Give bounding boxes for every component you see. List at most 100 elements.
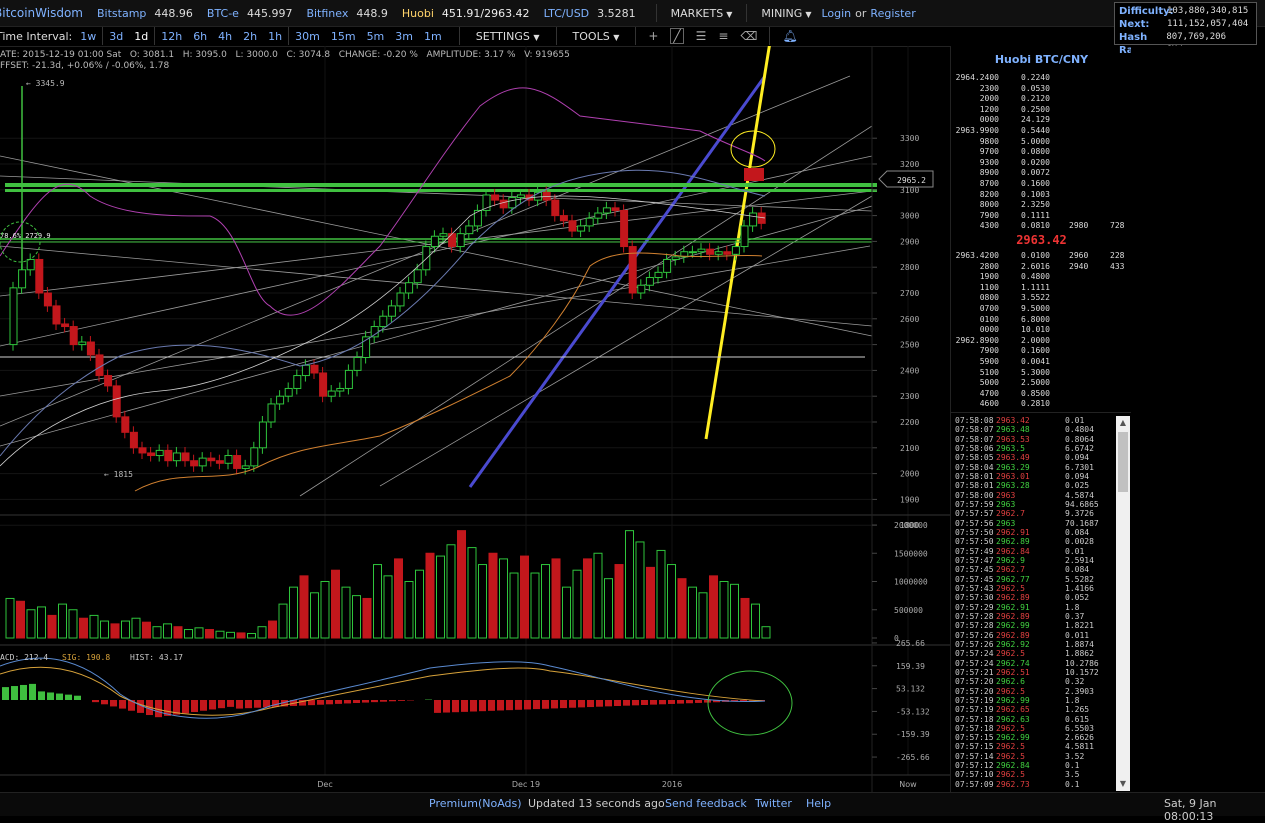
bid-depth-amount: 228 (1110, 251, 1124, 261)
candle-body (53, 306, 60, 324)
crosshair-icon[interactable]: + (648, 29, 658, 43)
settings-menu[interactable]: SETTINGS ▼ (476, 30, 540, 43)
candle-body (320, 373, 327, 396)
twitter-link[interactable]: Twitter (755, 797, 792, 810)
macd-histogram-bar (335, 700, 342, 704)
interval-3d[interactable]: 3d (109, 30, 123, 43)
login-link[interactable]: Login (821, 7, 851, 20)
help-link[interactable]: Help (806, 797, 831, 810)
candle-body (234, 456, 241, 469)
markets-menu[interactable]: MARKETS▼ (671, 7, 733, 20)
volume-bar (363, 598, 371, 638)
eraser-icon[interactable]: ⌫ (740, 29, 757, 43)
last-price: 2963.42 (951, 233, 1132, 247)
interval-30m[interactable]: 30m (295, 30, 320, 43)
candle-body (388, 306, 395, 316)
trade-time: 07:57:26 (955, 631, 994, 640)
interval-15m[interactable]: 15m (331, 30, 356, 43)
fib-tool-icon[interactable]: ≡ (718, 29, 728, 43)
candle-body (122, 417, 129, 432)
candle-body (87, 342, 94, 355)
trades-scrollbar[interactable]: ▲ ▼ (1116, 416, 1130, 791)
interval-1w[interactable]: 1w (80, 30, 96, 43)
site-logo[interactable]: BitcoinWisdom (0, 6, 83, 20)
trade-time: 07:57:45 (955, 565, 994, 574)
volume-bar (552, 559, 560, 638)
ask-price: 8900 (955, 168, 999, 178)
trade-time: 07:57:15 (955, 733, 994, 742)
time-tick-label: 2016 (662, 780, 682, 789)
interval-4h[interactable]: 4h (218, 30, 232, 43)
divider (288, 27, 289, 45)
ask-price: 0000 (955, 115, 999, 125)
divider (635, 27, 636, 45)
candle-body (578, 226, 585, 231)
macd-histogram-bar (344, 700, 351, 703)
alert-bell-icon[interactable]: 🔔︎ (782, 29, 797, 43)
tools-menu[interactable]: TOOLS ▼ (573, 30, 620, 43)
volume-bar (279, 604, 287, 638)
macd-histogram-bar (641, 700, 648, 705)
ask-amount: 0.2500 (1021, 105, 1050, 115)
volume-bar (90, 615, 98, 638)
volume-bar (342, 587, 350, 638)
volume-bar (752, 604, 760, 638)
trade-price: 2962.5 (996, 742, 1025, 751)
interval-3m[interactable]: 3m (395, 30, 413, 43)
mining-menu[interactable]: MINING▼ (761, 7, 811, 20)
scroll-up-icon[interactable]: ▲ (1116, 416, 1130, 430)
candle-body (354, 358, 361, 371)
volume-bar (269, 621, 277, 638)
candle-body (79, 342, 86, 345)
interval-2h[interactable]: 2h (243, 30, 257, 43)
trade-time: 07:57:24 (955, 649, 994, 658)
trade-price: 2963.48 (996, 425, 1030, 434)
scroll-down-icon[interactable]: ▼ (1116, 777, 1130, 791)
hline-tool-icon[interactable]: ☰ (696, 29, 707, 43)
candle-body (251, 448, 258, 466)
macd-histogram-bar (47, 692, 54, 700)
interval-6h[interactable]: 6h (193, 30, 207, 43)
ask-amount: 0.2240 (1021, 73, 1050, 83)
interval-1h[interactable]: 1h (268, 30, 282, 43)
interval-5m[interactable]: 5m (367, 30, 385, 43)
trade-time: 07:57:20 (955, 677, 994, 686)
trade-time: 07:57:15 (955, 742, 994, 751)
orderbook-title[interactable]: Huobi BTC/CNY (951, 53, 1132, 66)
premium-link[interactable]: Premium(NoAds) (429, 797, 522, 810)
bid-price: 2962.8900 (955, 336, 999, 346)
trade-time: 07:57:50 (955, 537, 994, 546)
interval-1m[interactable]: 1m (424, 30, 442, 43)
interval-1d[interactable]: 1d (134, 30, 148, 43)
trade-price: 2962.99 (996, 733, 1030, 742)
current-candle (744, 168, 764, 181)
scroll-thumb[interactable] (1118, 432, 1128, 492)
macd-histogram-bar (614, 700, 621, 706)
register-link[interactable]: Register (870, 7, 915, 20)
line-tool-icon[interactable]: ╱ (670, 28, 683, 44)
volume-bar (27, 610, 35, 638)
feedback-link[interactable]: Send feedback (665, 797, 747, 810)
bid-amount: 9.5000 (1021, 304, 1050, 314)
trade-price: 2962.7 (996, 509, 1025, 518)
macd-tick-label: 265.66 (896, 639, 925, 648)
price-chart[interactable]: 3300320031003000290028002700260025002400… (0, 46, 950, 792)
indicator-lines (0, 88, 765, 491)
interval-12h[interactable]: 12h (161, 30, 182, 43)
